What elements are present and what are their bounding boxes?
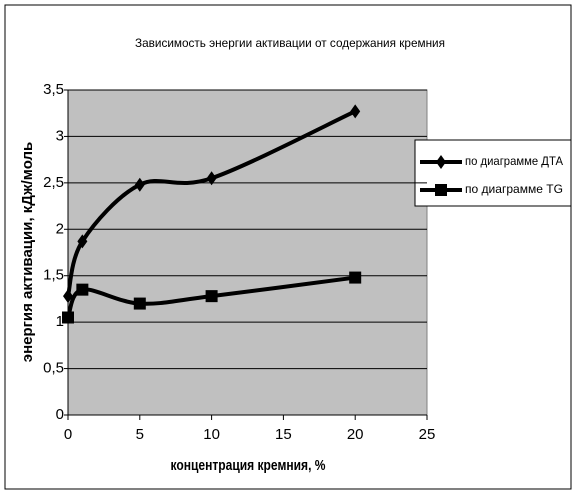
y-tick-label: 1 [56,313,64,330]
marker [62,311,74,324]
x-tick-label: 10 [203,426,220,443]
plot-area [67,89,428,416]
marker [205,290,218,303]
x-tick-label: 0 [64,426,72,443]
x-tick-label: 25 [419,426,436,443]
marker [76,283,89,296]
marker [133,297,146,310]
y-tick-label: 1,5 [43,267,64,284]
chart-title: Зависимость энергии активации от содержа… [135,36,445,50]
y-tick-label: 3 [56,127,64,144]
y-tick-label: 2 [56,220,64,237]
marker [350,104,361,119]
marker [77,234,88,249]
y-tick-label: 3,5 [43,81,64,98]
x-tick-label: 5 [136,426,144,443]
series-line [66,109,357,297]
x-tick-label: 15 [275,426,292,443]
marker [349,271,362,284]
marker [134,177,145,192]
marker [436,155,446,169]
y-tick-label: 0,5 [43,360,64,377]
legend-label: по диаграмме ДТА [465,154,563,168]
x-tick-label: 20 [347,426,364,443]
legend-label: по диаграмме TG [465,182,563,196]
marker [63,289,73,304]
x-axis-label: концентрация кремния, % [171,457,326,474]
marker [206,171,217,186]
y-axis-label: энергия активации, кДж/моль [19,142,36,362]
y-tick-label: 2,5 [43,174,64,191]
marker [435,184,447,196]
y-tick-label: 0 [56,406,64,423]
